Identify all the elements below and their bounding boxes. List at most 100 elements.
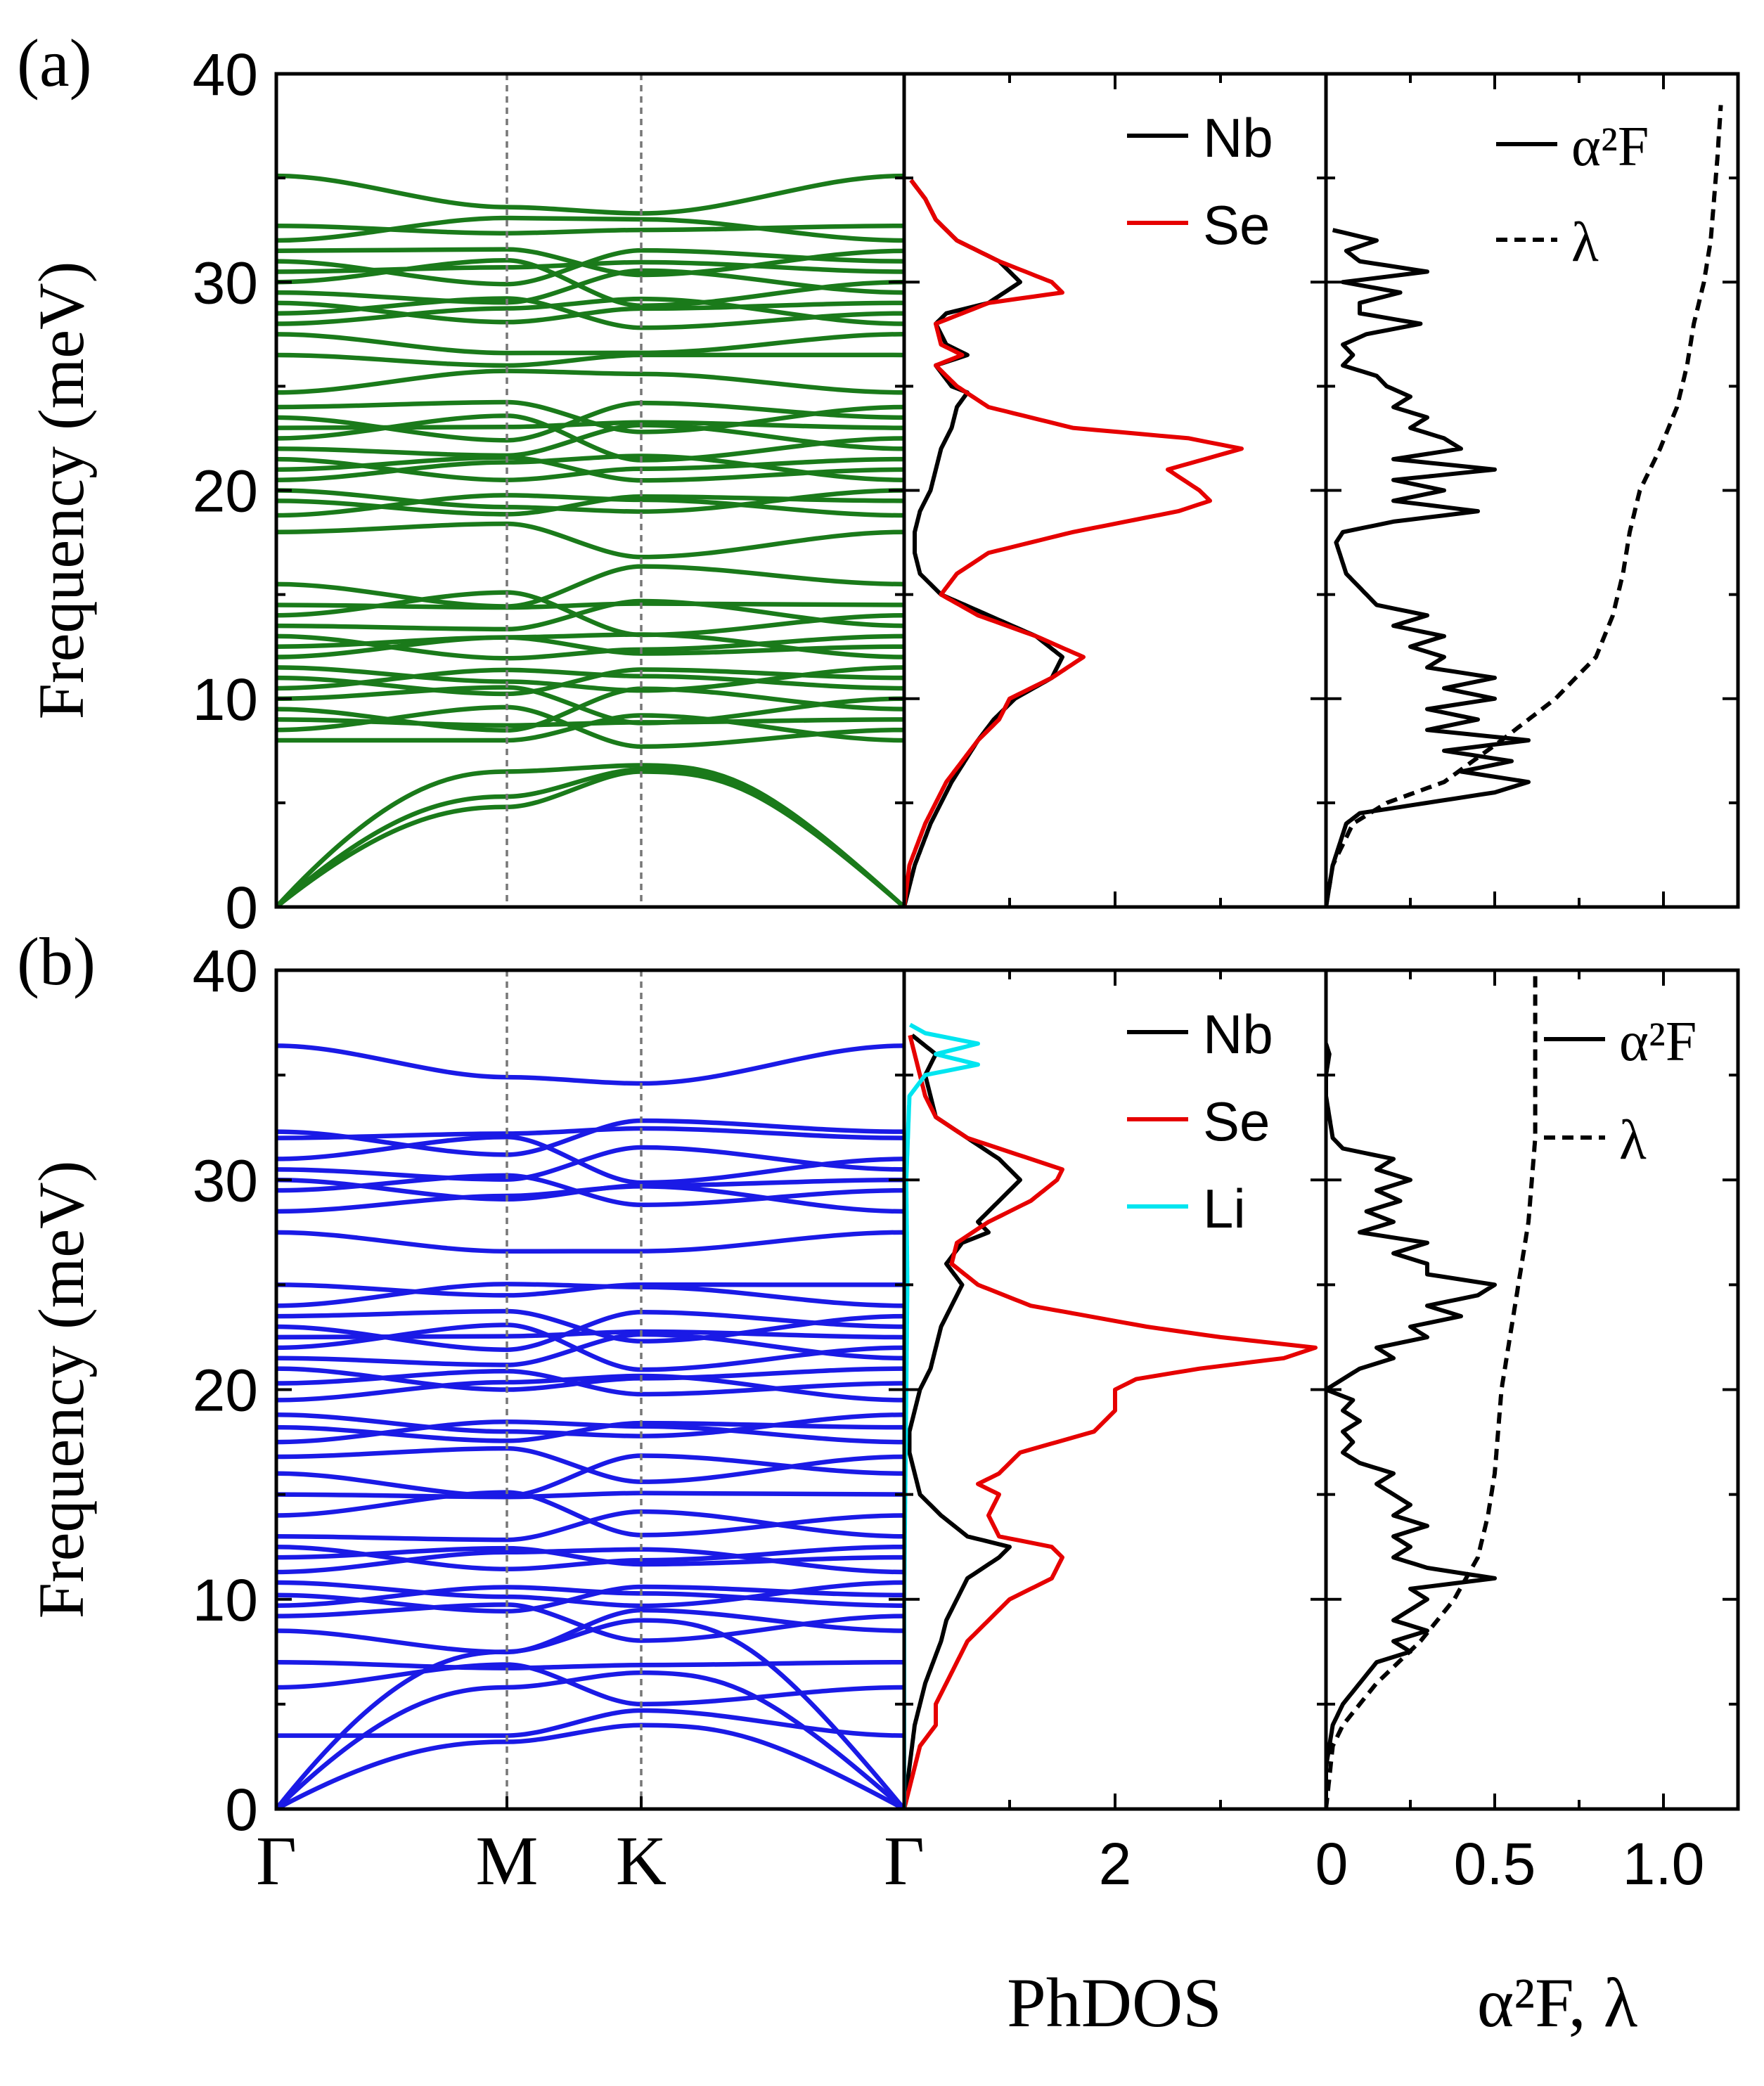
plot-frames-layer <box>274 72 1740 1811</box>
optical-band <box>276 1545 904 1567</box>
acoustic-branch-ta1 <box>276 769 904 907</box>
alpha2f-curve <box>1326 228 1531 907</box>
y-tick-label: 10 <box>193 667 258 733</box>
optical-band <box>276 667 904 691</box>
phdos-tick-label: 2 <box>1099 1831 1132 1897</box>
x-path-label-0: Γ <box>256 1822 297 1900</box>
legend-se-label: Se <box>1203 1090 1270 1152</box>
optical-band <box>276 1126 904 1140</box>
phdos-curves-b <box>904 1022 1318 1809</box>
optical-band <box>276 1659 904 1670</box>
phdos-se-curve <box>904 1034 1318 1809</box>
phdos-nb-curve <box>904 1034 1022 1809</box>
optical-band <box>276 521 904 560</box>
acoustic-branch-ta1 <box>276 1723 904 1809</box>
optical-band <box>276 368 904 395</box>
optical-band <box>276 456 904 482</box>
eliashberg-tick-label: 0 <box>1315 1831 1348 1897</box>
x-path-label-2: K <box>616 1822 667 1900</box>
optical-band <box>276 1282 904 1298</box>
optical-band <box>276 488 904 514</box>
acoustic-branch-la <box>276 763 904 907</box>
y-tick-label: 30 <box>193 250 258 316</box>
alpha2f-curve <box>1326 1043 1497 1809</box>
legend-lambda-label: λ <box>1619 1109 1647 1171</box>
plot-data-layer <box>276 74 1723 1809</box>
eliashberg-tick-label: 0.5 <box>1454 1831 1536 1897</box>
optical-band <box>276 1043 904 1086</box>
optical-band <box>276 332 904 356</box>
dispersion-bands-a <box>276 173 904 907</box>
optical-band <box>276 685 904 726</box>
y-axis-label: Frequency (meV) <box>25 1161 97 1618</box>
eliashberg-curves-b <box>1326 970 1538 1809</box>
optical-band <box>276 1308 904 1344</box>
optical-band <box>276 1708 904 1738</box>
legend-alpha2f-label: α²F <box>1571 116 1649 178</box>
optical-band <box>276 1547 904 1575</box>
phdos-li-curve <box>904 1022 980 1809</box>
y-tick-label: 20 <box>193 458 258 524</box>
dispersion-frame <box>274 968 906 1811</box>
optical-band <box>276 1580 904 1609</box>
optical-band <box>276 1453 904 1498</box>
eliashberg-tick-label: 1.0 <box>1623 1831 1705 1897</box>
optical-band <box>276 1491 904 1500</box>
y-tick-label: 0 <box>225 1777 258 1843</box>
x-path-label-3: Γ <box>884 1822 925 1900</box>
optical-band <box>276 300 904 325</box>
optical-band <box>276 455 904 483</box>
eliashberg-x-axis-label: α²F, λ <box>1477 1964 1637 2042</box>
optical-band <box>276 564 904 609</box>
y-tick-label: 30 <box>193 1147 258 1213</box>
optical-band <box>276 601 904 610</box>
y-tick-label: 10 <box>193 1567 258 1633</box>
optical-band <box>276 1509 904 1543</box>
y-tick-label: 0 <box>225 875 258 941</box>
dispersion-bands-b <box>276 1043 904 1809</box>
optical-band <box>276 1585 904 1608</box>
x-path-label-1: M <box>476 1822 539 1900</box>
acoustic-branch-ta2 <box>276 767 904 907</box>
optical-band <box>276 665 904 693</box>
phdos-x-axis-label: PhDOS <box>1007 1964 1222 2042</box>
optical-band <box>276 1602 904 1643</box>
optical-band <box>276 1608 904 1655</box>
eliashberg-frame <box>1324 72 1740 909</box>
optical-band <box>276 1230 904 1254</box>
optical-band <box>276 1490 904 1538</box>
optical-band <box>276 453 904 482</box>
legend-lambda-label: λ <box>1571 212 1599 273</box>
optical-band <box>276 1178 904 1202</box>
lambda-curve <box>1326 970 1538 1809</box>
panel-label-b: (b) <box>17 924 96 999</box>
optical-band <box>276 173 904 216</box>
acoustic-branch-la <box>276 1618 904 1809</box>
optical-band <box>276 1662 904 1707</box>
phdos-curves-a <box>904 179 1244 907</box>
phdos-se-curve <box>904 179 1244 907</box>
y-tick-label: 40 <box>193 938 258 1004</box>
legend-nb-label: Nb <box>1203 1003 1273 1065</box>
optical-band <box>276 352 904 368</box>
y-axis-label: Frequency (meV) <box>25 262 97 719</box>
optical-band <box>276 399 904 434</box>
optical-band <box>276 1135 904 1185</box>
y-tick-label: 20 <box>193 1358 258 1424</box>
legend-nb-label: Nb <box>1203 107 1273 169</box>
optical-band <box>276 1446 904 1484</box>
acoustic-branch-ta2 <box>276 1670 904 1809</box>
eliashberg-curves-a <box>1326 105 1723 907</box>
eliashberg-frame <box>1324 968 1740 1811</box>
optical-band <box>276 1282 904 1308</box>
optical-band <box>276 1412 904 1438</box>
optical-band <box>276 247 904 278</box>
legend-li-label: Li <box>1203 1178 1246 1240</box>
optical-band <box>276 633 904 661</box>
phdos-nb-curve <box>904 179 1064 907</box>
legend-alpha2f-label: α²F <box>1619 1011 1697 1073</box>
optical-band <box>276 1544 904 1571</box>
optical-band <box>276 296 904 326</box>
